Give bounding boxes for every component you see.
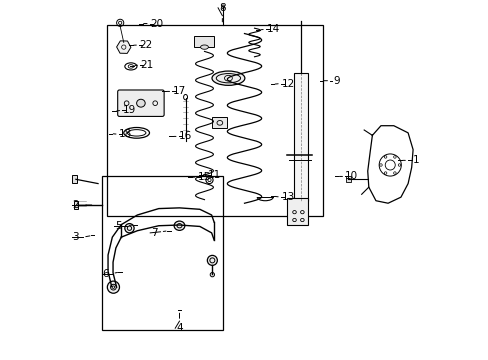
Text: 22: 22 — [140, 40, 153, 50]
Text: 18: 18 — [119, 129, 132, 139]
Ellipse shape — [210, 273, 214, 277]
Text: 5: 5 — [115, 221, 122, 231]
Bar — [107, 24, 323, 216]
Bar — [194, 36, 214, 47]
Ellipse shape — [124, 224, 134, 233]
Text: 17: 17 — [173, 86, 186, 96]
Text: 11: 11 — [207, 170, 220, 180]
Text: 19: 19 — [122, 105, 136, 115]
Text: 9: 9 — [333, 76, 339, 86]
Bar — [293, 73, 307, 202]
Text: 13: 13 — [281, 192, 294, 202]
Ellipse shape — [212, 71, 244, 85]
Ellipse shape — [174, 221, 184, 230]
FancyBboxPatch shape — [118, 90, 164, 116]
Text: 15: 15 — [198, 172, 211, 182]
Text: 7: 7 — [151, 228, 158, 238]
Text: 4: 4 — [176, 323, 183, 333]
Text: 12: 12 — [281, 78, 294, 89]
Text: 6: 6 — [102, 269, 109, 279]
Ellipse shape — [207, 255, 217, 265]
Text: 3: 3 — [72, 232, 79, 242]
Ellipse shape — [107, 281, 119, 293]
Ellipse shape — [136, 99, 145, 107]
Bar — [287, 198, 307, 225]
Text: 20: 20 — [150, 19, 163, 28]
Bar — [346, 176, 350, 182]
Text: 14: 14 — [266, 24, 279, 34]
Ellipse shape — [200, 45, 208, 49]
Bar — [72, 175, 77, 183]
Bar — [212, 117, 227, 128]
Text: 10: 10 — [345, 171, 358, 181]
Bar — [74, 201, 78, 209]
Text: 1: 1 — [412, 156, 418, 165]
Bar — [102, 176, 223, 330]
Text: 21: 21 — [141, 60, 154, 70]
Text: 8: 8 — [219, 3, 225, 13]
Text: 2: 2 — [72, 200, 79, 210]
Text: 16: 16 — [179, 131, 192, 141]
